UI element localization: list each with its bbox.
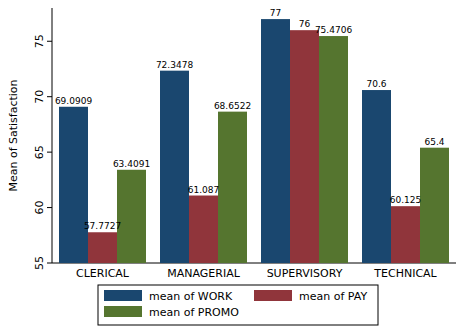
y-tick-label: 75 [33,34,46,48]
y-axis [52,8,53,263]
chart: 55 60 65 70 75 Mean of Satisfaction 69.0909 57.… [0,0,463,330]
legend-label: mean of PROMO [149,306,239,319]
bar [362,90,391,263]
bar [59,107,88,263]
legend-label: mean of PAY [299,290,367,303]
data-label: 60.125 [390,195,422,205]
bar [160,71,189,263]
bar [420,148,449,263]
legend-label: mean of WORK [149,290,233,303]
data-label: 75.4706 [315,25,352,35]
y-tick [47,263,52,264]
x-tick-label: SUPERVISORY [267,267,343,280]
x-tick-label: CLERICAL [76,267,130,280]
bar [261,19,290,263]
bar [88,232,117,263]
data-label: 63.4091 [113,159,150,169]
data-label: 72.3478 [156,60,193,70]
background [0,0,463,330]
data-label: 65.4 [424,137,444,147]
data-label: 77 [270,8,281,18]
bar [391,206,420,263]
y-tick [47,41,52,42]
y-tick-label: 65 [33,145,46,159]
y-tick-label: 70 [33,90,46,104]
y-tick-label: 60 [33,201,46,215]
x-tick-label: TECHNICAL [373,267,437,280]
legend: mean of WORK mean of PAY mean of PROMO [98,285,378,325]
bar [189,196,218,263]
y-tick [47,207,52,208]
y-axis-title: Mean of Satisfaction [7,79,20,191]
bar [218,112,247,263]
legend-key [104,306,142,317]
bar [319,36,348,263]
y-tick [47,96,52,97]
data-label: 69.0909 [55,96,92,106]
data-label: 68.6522 [214,101,251,111]
legend-key [254,290,292,301]
legend-key [104,290,142,301]
bars [59,19,449,263]
data-label: 57.7727 [84,221,121,231]
y-tick [47,152,52,153]
data-label: 70.6 [366,79,386,89]
data-labels: 69.0909 57.7727 63.4091 72.3478 61.087 68.652… [55,8,445,231]
x-tick-label: MANAGERIAL [167,267,240,280]
y-tick-label: 55 [33,256,46,270]
bar [290,30,319,263]
legend-box [98,285,378,325]
data-label: 76 [299,19,311,29]
data-label: 61.087 [188,185,220,195]
bar [117,170,146,263]
